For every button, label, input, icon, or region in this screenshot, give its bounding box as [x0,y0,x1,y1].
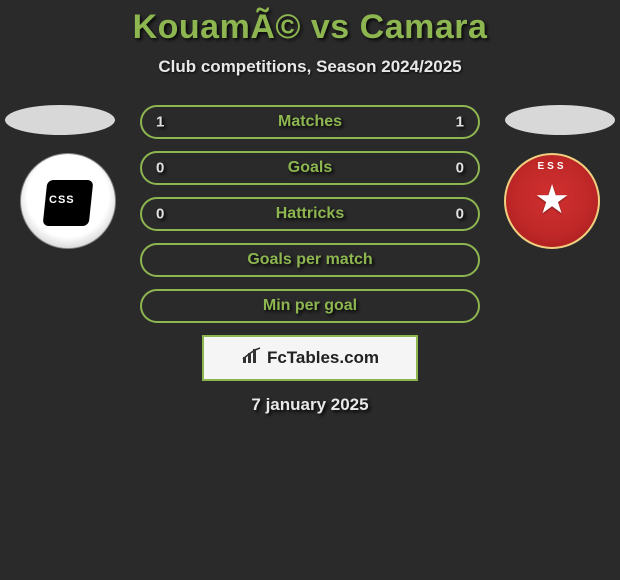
comparison-card: KouamÃ© vs Camara Club competitions, Sea… [0,0,620,415]
club-badge-right: ESS [504,153,600,249]
player-avatar-right [505,105,615,135]
stat-row-hattricks: 0 Hattricks 0 [140,197,480,231]
stat-label: Goals [288,159,332,177]
page-subtitle: Club competitions, Season 2024/2025 [0,57,620,77]
main-area: ESS 1 Matches 1 0 Goals 0 0 Hattricks 0 … [0,105,620,415]
stat-label: Hattricks [276,205,344,223]
chart-icon [241,347,263,370]
club-badge-left [20,153,116,249]
stat-row-min-per-goal: Min per goal [140,289,480,323]
club-badge-right-label: ESS [506,161,598,172]
stat-value-left: 0 [156,160,164,177]
stat-value-left: 1 [156,114,164,131]
footer-date: 7 january 2025 [0,395,620,415]
stat-row-matches: 1 Matches 1 [140,105,480,139]
brand-text: FcTables.com [267,348,379,368]
stat-label: Goals per match [247,251,372,269]
stat-row-goals: 0 Goals 0 [140,151,480,185]
stat-value-right: 0 [456,206,464,223]
stat-value-right: 1 [456,114,464,131]
stats-list: 1 Matches 1 0 Goals 0 0 Hattricks 0 Goal… [140,105,480,323]
player-avatar-left [5,105,115,135]
stat-label: Min per goal [263,297,357,315]
stat-value-left: 0 [156,206,164,223]
stat-row-goals-per-match: Goals per match [140,243,480,277]
page-title: KouamÃ© vs Camara [0,8,620,47]
stat-value-right: 0 [456,160,464,177]
stat-label: Matches [278,113,342,131]
brand-box[interactable]: FcTables.com [202,335,418,381]
